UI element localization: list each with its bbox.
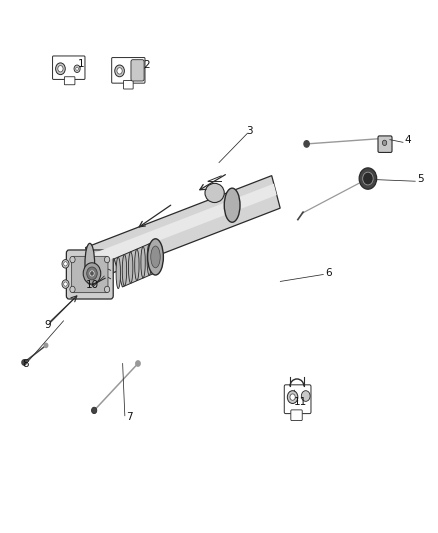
Text: 4: 4 <box>404 135 411 144</box>
FancyBboxPatch shape <box>284 385 311 414</box>
Ellipse shape <box>147 244 152 275</box>
Circle shape <box>382 140 387 146</box>
Circle shape <box>70 286 75 293</box>
Ellipse shape <box>151 246 160 268</box>
Circle shape <box>22 360 26 365</box>
Circle shape <box>115 65 124 77</box>
Text: 10: 10 <box>85 280 99 290</box>
Ellipse shape <box>122 255 127 286</box>
FancyBboxPatch shape <box>53 56 85 79</box>
Circle shape <box>290 394 295 400</box>
Ellipse shape <box>148 239 163 275</box>
Ellipse shape <box>141 247 145 278</box>
Circle shape <box>304 141 309 147</box>
Circle shape <box>44 343 48 348</box>
Circle shape <box>92 407 97 414</box>
Polygon shape <box>85 176 280 280</box>
Circle shape <box>136 361 140 366</box>
FancyBboxPatch shape <box>131 60 144 81</box>
Circle shape <box>64 282 67 286</box>
FancyBboxPatch shape <box>71 256 108 293</box>
FancyBboxPatch shape <box>64 77 75 85</box>
Ellipse shape <box>224 188 240 222</box>
Ellipse shape <box>85 244 95 284</box>
Circle shape <box>83 263 101 284</box>
Polygon shape <box>88 184 277 267</box>
Circle shape <box>58 66 63 72</box>
FancyBboxPatch shape <box>66 250 113 299</box>
Circle shape <box>363 172 373 185</box>
Text: 8: 8 <box>22 359 29 368</box>
Circle shape <box>117 68 122 74</box>
FancyBboxPatch shape <box>291 410 302 421</box>
Text: 7: 7 <box>126 412 133 422</box>
Text: 1: 1 <box>78 59 85 69</box>
FancyBboxPatch shape <box>124 80 133 89</box>
Circle shape <box>74 65 80 72</box>
Circle shape <box>87 267 97 280</box>
Circle shape <box>104 286 110 293</box>
Circle shape <box>104 256 110 263</box>
Text: 9: 9 <box>44 320 51 330</box>
Text: 6: 6 <box>325 268 332 278</box>
Circle shape <box>70 256 75 263</box>
Circle shape <box>64 262 67 266</box>
Circle shape <box>287 391 298 403</box>
Ellipse shape <box>135 249 139 280</box>
Ellipse shape <box>116 257 120 288</box>
Circle shape <box>62 260 69 268</box>
Text: 2: 2 <box>143 60 150 70</box>
Ellipse shape <box>153 241 158 272</box>
Circle shape <box>76 67 78 70</box>
Text: 5: 5 <box>417 174 424 183</box>
Polygon shape <box>114 243 159 287</box>
Circle shape <box>56 63 65 75</box>
Circle shape <box>62 280 69 288</box>
Text: 3: 3 <box>246 126 253 135</box>
Ellipse shape <box>205 183 224 203</box>
Circle shape <box>301 391 310 401</box>
Ellipse shape <box>128 252 133 283</box>
Circle shape <box>90 271 94 276</box>
FancyBboxPatch shape <box>112 58 145 83</box>
FancyBboxPatch shape <box>378 136 392 152</box>
Circle shape <box>359 168 377 189</box>
Text: 11: 11 <box>293 398 307 407</box>
